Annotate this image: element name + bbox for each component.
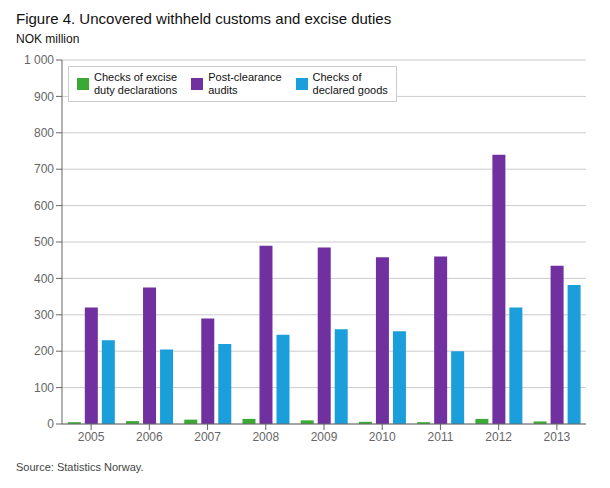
- svg-text:2012: 2012: [485, 430, 512, 444]
- svg-text:200: 200: [34, 344, 54, 358]
- svg-text:2011: 2011: [428, 430, 454, 444]
- svg-text:2005: 2005: [78, 430, 105, 444]
- svg-text:600: 600: [34, 199, 54, 213]
- svg-text:2013: 2013: [544, 430, 571, 444]
- svg-text:2006: 2006: [136, 430, 163, 444]
- svg-text:0: 0: [47, 417, 54, 431]
- html-text:Source: Statistics Norway.: Source: Statistics Norway.: [16, 461, 144, 473]
- html-text:Post-clearance audits: Post-clearance audits: [208, 71, 282, 96]
- svg-text:2007: 2007: [194, 430, 221, 444]
- svg-text:300: 300: [34, 308, 54, 322]
- svg-text:500: 500: [34, 235, 54, 249]
- svg-text:700: 700: [34, 162, 54, 176]
- svg-text:2009: 2009: [311, 430, 338, 444]
- svg-text:900: 900: [34, 90, 54, 104]
- html-text:Checks of declared goods: Checks of declared goods: [312, 71, 388, 96]
- svg-text:2010: 2010: [369, 430, 396, 444]
- svg-text:1 000: 1 000: [24, 53, 54, 67]
- html-text:Checks of excise duty declarat: Checks of excise duty declarations: [94, 71, 178, 96]
- html-text:Figure 4. Uncovered withheld c: Figure 4. Uncovered withheld customs and…: [16, 10, 392, 27]
- html-text:NOK million: NOK million: [16, 32, 80, 46]
- svg-text:2008: 2008: [252, 430, 279, 444]
- svg-text:800: 800: [34, 126, 54, 140]
- svg-text:400: 400: [34, 272, 54, 286]
- svg-text:100: 100: [34, 381, 54, 395]
